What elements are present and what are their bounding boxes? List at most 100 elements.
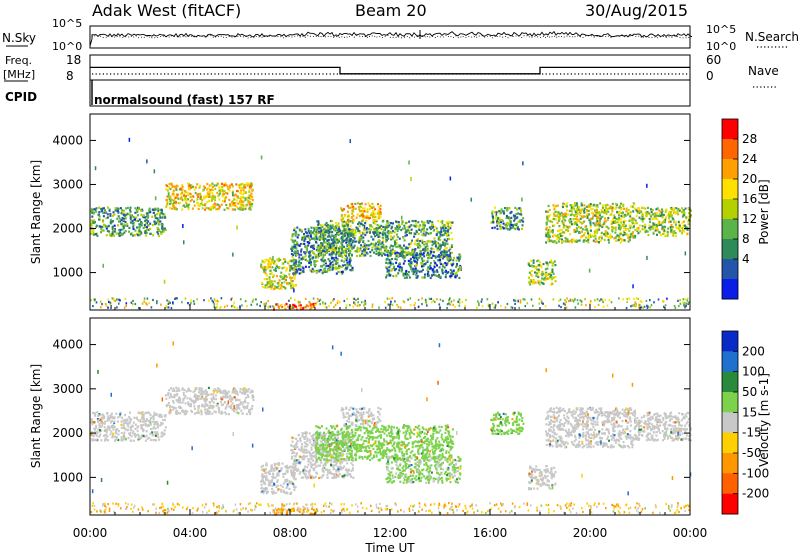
power-cell: [292, 284, 295, 287]
power-cell: [333, 238, 336, 241]
power-cell: [313, 261, 316, 264]
velocity-cell: [247, 410, 250, 413]
power-cell: [440, 246, 442, 249]
power-cell: [682, 224, 685, 227]
velocity-cell: [211, 407, 214, 410]
power-cell: [505, 216, 508, 219]
velocity-cell: [120, 436, 123, 439]
power-cell: [379, 213, 382, 216]
power-cell: [250, 182, 253, 185]
power-cell: [318, 269, 321, 272]
power-cell: [335, 251, 338, 254]
velocity-cell: [97, 420, 99, 423]
power-cell: [291, 258, 294, 262]
power-cell: [314, 265, 317, 268]
power-cell: [103, 223, 105, 226]
power-cell: [91, 207, 94, 210]
velocity-cell: [195, 398, 198, 401]
power-cell: [238, 183, 241, 186]
power-cell: [111, 214, 114, 217]
power-cell: [619, 210, 621, 213]
velocity-cell: [245, 413, 248, 416]
power-cell: [405, 251, 408, 254]
power-cell: [346, 247, 349, 250]
power-cell: [343, 208, 345, 211]
power-cell: [532, 280, 535, 283]
power-cell: [172, 189, 175, 192]
power-cell: [516, 208, 518, 211]
power-cell: [416, 276, 419, 279]
power-cell: [348, 206, 350, 209]
power-cell: [656, 224, 659, 227]
power-cell: [528, 264, 531, 267]
power-cell: [361, 245, 364, 249]
power-cell: [346, 205, 349, 208]
power-cell: [354, 234, 357, 237]
power-cell: [584, 236, 587, 239]
velocity-cell: [121, 416, 124, 419]
power-cell: [305, 304, 308, 307]
power-cell: [228, 189, 231, 192]
power-cell: [208, 199, 211, 202]
power-cell: [397, 272, 400, 275]
power-cell: [263, 261, 266, 264]
velocity-cell: [92, 421, 94, 424]
power-cell: [154, 214, 157, 217]
velocity-cell: [129, 417, 132, 420]
power-cell: [339, 301, 341, 304]
velocity-cell: [246, 390, 249, 393]
power-cell: [643, 305, 646, 308]
power-cell: [346, 231, 348, 235]
power-cell: [353, 297, 356, 300]
power-cell: [119, 234, 122, 237]
velocity-cell: [149, 417, 152, 420]
velocity-cell: [216, 387, 219, 390]
power-cell: [683, 304, 685, 307]
velocity-cell: [188, 389, 190, 392]
power-cell: [542, 302, 544, 305]
power-colorbar-swatch: [722, 179, 738, 200]
power-cell: [386, 222, 389, 225]
power-cell: [269, 305, 272, 308]
power-cell: [411, 239, 413, 242]
power-cell: [411, 269, 414, 272]
power-cell: [166, 184, 169, 188]
power-cell: [656, 233, 658, 236]
power-cell: [136, 232, 138, 235]
velocity-cell: [177, 387, 180, 390]
power-cell: [231, 200, 234, 203]
power-cell: [397, 255, 400, 258]
power-cell: [295, 243, 298, 246]
power-cell: [220, 297, 223, 300]
power-cell: [427, 270, 430, 273]
velocity-cell: [197, 411, 200, 415]
power-cell: [626, 213, 629, 216]
power-cell: [358, 304, 361, 307]
power-cell: [365, 228, 368, 231]
power-cell: [398, 262, 401, 265]
power-cell: [638, 209, 641, 213]
power-cell: [198, 204, 201, 207]
power-cell: [390, 222, 392, 225]
velocity-cell: [117, 438, 120, 442]
power-cell: [427, 266, 430, 269]
power-cell: [340, 270, 343, 273]
power-cell: [350, 243, 353, 246]
power-cell: [666, 297, 668, 300]
power-cell: [382, 239, 385, 242]
power-cell: [345, 306, 347, 309]
power-cell: [486, 298, 489, 301]
power-cell: [309, 235, 312, 238]
power-cell: [670, 227, 673, 230]
power-cell: [321, 249, 324, 253]
power-cell: [609, 205, 612, 208]
power-cell: [183, 240, 185, 245]
velocity-cell: [92, 411, 95, 415]
velocity-cell: [129, 420, 132, 423]
power-cell: [566, 239, 569, 242]
power-cell: [668, 220, 671, 224]
power-cell: [288, 273, 291, 276]
velocity-cell: [147, 411, 149, 414]
power-cell: [107, 298, 109, 301]
power-cell: [230, 298, 232, 301]
